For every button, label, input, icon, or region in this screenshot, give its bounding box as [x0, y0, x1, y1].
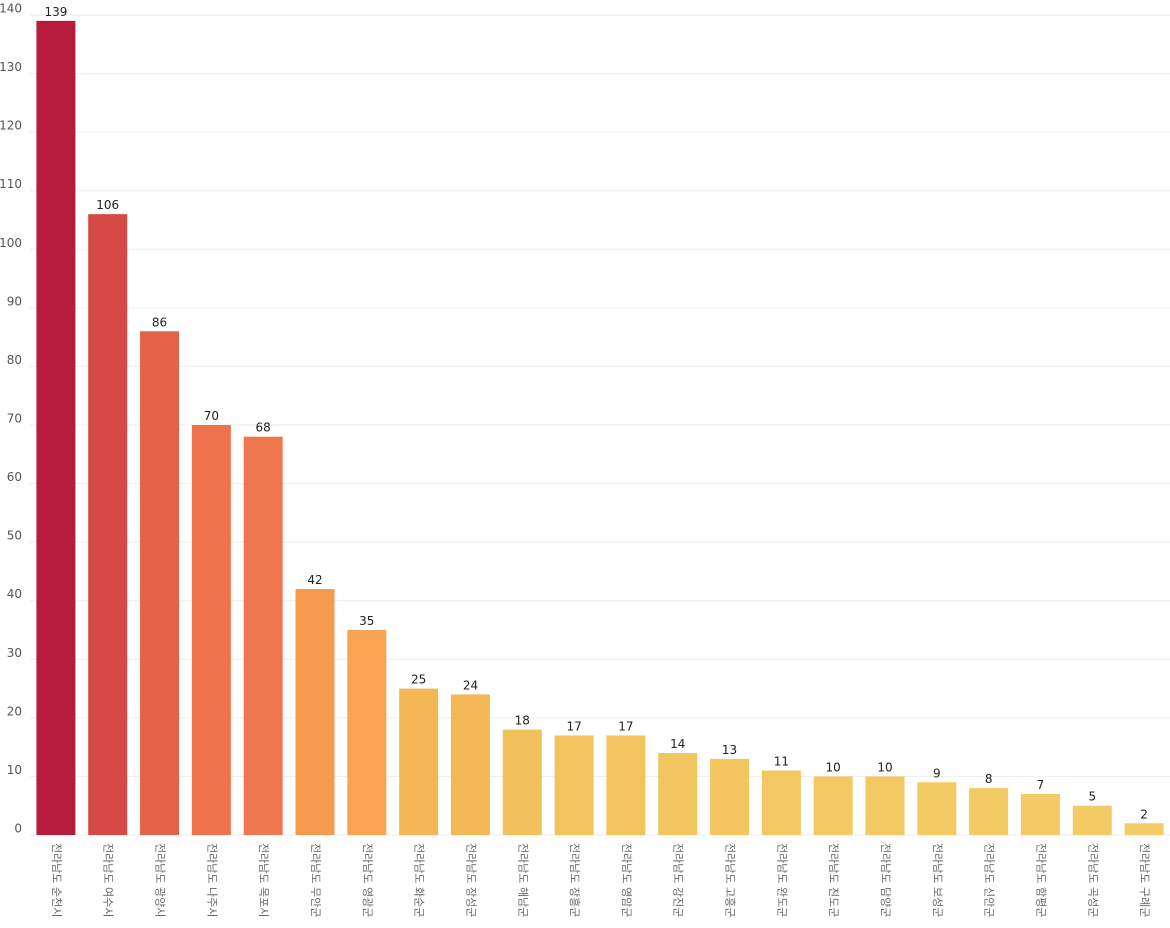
- bar: [917, 782, 957, 835]
- y-tick-label: 70: [7, 412, 22, 426]
- bar: [295, 589, 335, 835]
- bar: [1072, 805, 1112, 835]
- y-tick-label: 80: [7, 353, 22, 367]
- x-tick-label: 전라남도 신안군: [983, 843, 996, 917]
- bar: [399, 688, 439, 835]
- value-label: 17: [618, 719, 633, 733]
- bar: [1020, 794, 1060, 835]
- x-tick-label: 전라남도 화순군: [413, 843, 426, 917]
- value-label: 10: [877, 760, 892, 774]
- x-tick-label: 전라남도 고흥군: [724, 843, 738, 917]
- y-tick-label: 110: [0, 177, 22, 191]
- value-label: 5: [1088, 790, 1096, 804]
- value-label: 18: [515, 714, 530, 728]
- value-label: 13: [722, 743, 737, 757]
- bar: [658, 753, 698, 835]
- bar: [191, 425, 231, 835]
- bar: [813, 776, 853, 835]
- value-label: 24: [463, 678, 478, 692]
- bar: [710, 758, 750, 835]
- y-tick-label: 60: [7, 470, 22, 484]
- x-tick-label: 전라남도 영암군: [620, 843, 633, 917]
- bar: [606, 735, 646, 835]
- y-tick-label: 20: [7, 704, 22, 718]
- value-label: 2: [1140, 807, 1148, 821]
- value-label: 35: [359, 614, 374, 628]
- value-label: 8: [985, 772, 993, 786]
- y-tick-label: 50: [7, 529, 22, 543]
- x-tick-label: 전라남도 여수시: [102, 843, 115, 917]
- bar: [865, 776, 905, 835]
- x-tick-label: 전라남도 구례군: [1138, 843, 1151, 917]
- x-tick-label: 전라남도 해남군: [516, 843, 530, 917]
- value-label: 86: [152, 315, 167, 329]
- value-label: 42: [307, 573, 322, 587]
- bar: [36, 20, 76, 836]
- y-tick-label: 120: [0, 119, 22, 133]
- value-label: 11: [774, 755, 789, 769]
- x-tick-label: 전라남도 완도군: [775, 843, 788, 917]
- y-tick-label: 130: [0, 60, 22, 74]
- value-label: 68: [256, 421, 271, 435]
- x-tick-label: 전라남도 강진군: [672, 843, 685, 917]
- x-tick-label: 전라남도 목포시: [257, 843, 270, 917]
- value-label: 14: [670, 737, 685, 751]
- x-tick-label: 전라남도 나주시: [205, 843, 218, 917]
- y-tick-label: 140: [0, 2, 22, 16]
- x-tick-label: 전라남도 곡성군: [1086, 843, 1099, 917]
- value-label: 17: [566, 719, 581, 733]
- x-tick-label: 전라남도 장성군: [464, 843, 477, 917]
- y-tick-label: 90: [7, 294, 22, 308]
- value-label: 10: [826, 760, 841, 774]
- x-tick-label: 전라남도 담양군: [879, 843, 892, 917]
- x-tick-label: 전라남도 순천시: [50, 843, 64, 917]
- value-label: 25: [411, 673, 426, 687]
- bar: [140, 331, 180, 835]
- x-tick-label: 전라남도 장흥군: [568, 843, 582, 917]
- bar: [761, 770, 801, 835]
- bar: [502, 729, 542, 835]
- x-tick-label: 전라남도 영광군: [361, 843, 374, 917]
- x-tick-label: 전라남도 광양시: [154, 843, 167, 917]
- value-label: 139: [44, 5, 67, 19]
- value-label: 106: [96, 198, 119, 212]
- value-label: 70: [204, 409, 219, 423]
- y-tick-label: 100: [0, 236, 22, 250]
- y-tick-label: 30: [7, 646, 22, 660]
- bar: [969, 788, 1009, 835]
- x-tick-label: 전라남도 무안군: [309, 843, 322, 917]
- bar: [243, 436, 283, 835]
- x-tick-label: 전라남도 보성군: [931, 843, 944, 917]
- value-label: 9: [933, 766, 941, 780]
- x-tick-label: 전라남도 진도군: [827, 843, 840, 917]
- bar: [88, 214, 128, 836]
- y-tick-label: 40: [7, 587, 22, 601]
- bar: [554, 735, 594, 835]
- x-tick-label: 전라남도 함평군: [1034, 843, 1047, 917]
- bar: [347, 630, 387, 835]
- bar: [1124, 823, 1164, 835]
- y-tick-label: 10: [7, 763, 22, 777]
- y-tick-label: 0: [14, 822, 22, 836]
- value-label: 7: [1037, 778, 1045, 792]
- bar: [450, 694, 490, 835]
